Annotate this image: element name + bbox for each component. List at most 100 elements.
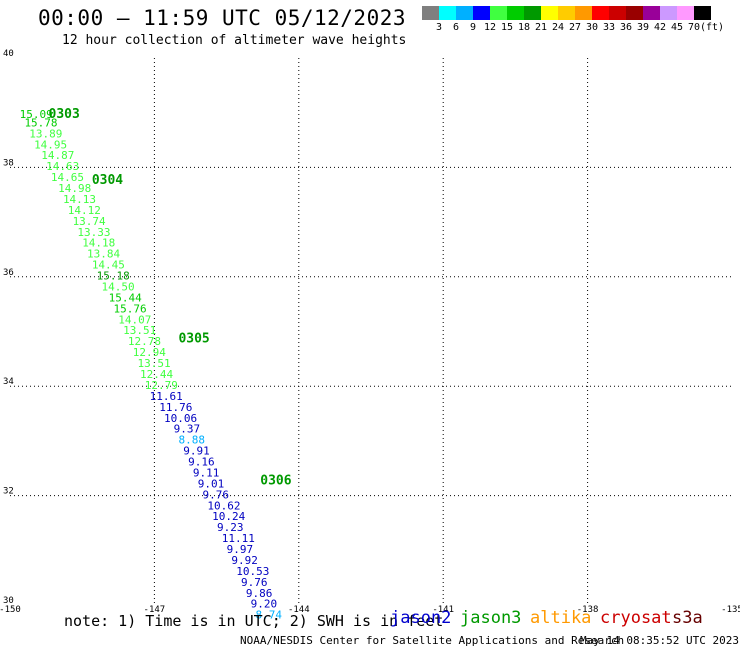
- y-tick-label: 32: [3, 487, 14, 497]
- color-swatch: [524, 6, 541, 20]
- wave-height-value: 10.53: [236, 565, 269, 578]
- wave-height-value: 8.88: [178, 434, 205, 447]
- color-scale-label: 21: [534, 22, 548, 33]
- wave-height-value: 14.13: [63, 193, 96, 206]
- color-swatch: [558, 6, 575, 20]
- x-tick-label: -141: [432, 605, 454, 615]
- wave-height-value: 9.01: [198, 477, 225, 490]
- wave-height-value: 10.06: [164, 412, 197, 425]
- time-label: 0303: [49, 107, 80, 122]
- color-swatch: [456, 6, 473, 20]
- color-swatch: [439, 6, 456, 20]
- color-swatch: [592, 6, 609, 20]
- wave-height-value: 8.74: [255, 609, 282, 622]
- color-scale-label: 15: [500, 22, 514, 33]
- wave-height-value: 12.44: [140, 368, 173, 381]
- wave-height-value: 15.09: [20, 108, 53, 121]
- x-tick-label: -138: [577, 605, 599, 615]
- wave-height-value: 9.11: [193, 466, 220, 479]
- satellite-legend-item: jason2: [390, 608, 452, 628]
- x-tick-label: -135: [721, 605, 740, 615]
- y-tick-label: 34: [3, 377, 14, 387]
- wave-height-value: 10.24: [212, 510, 245, 523]
- wave-height-value: 9.20: [251, 598, 278, 611]
- y-tick-label: 40: [3, 49, 14, 59]
- wave-height-value: 13.33: [77, 226, 110, 239]
- wave-height-value: 14.87: [41, 149, 74, 162]
- color-scale-label: 70: [687, 22, 701, 33]
- wave-height-value: 14.45: [92, 259, 125, 272]
- satellite-legend-item: jason3: [460, 608, 522, 628]
- color-scale-bar: [422, 6, 711, 20]
- time-label: 0306: [260, 474, 291, 489]
- wave-height-value: 14.18: [82, 237, 115, 250]
- wave-height-value: 15.18: [97, 270, 130, 283]
- wave-height-value: 9.91: [183, 445, 210, 458]
- wave-height-value: 15.78: [24, 116, 57, 129]
- color-swatch: [575, 6, 592, 20]
- color-scale-label: 33: [602, 22, 616, 33]
- wave-height-value: 14.50: [101, 280, 134, 293]
- wave-height-value: 9.76: [241, 576, 267, 589]
- wave-height-value: 13.51: [123, 324, 156, 337]
- time-label: 0305: [178, 331, 209, 346]
- wave-height-value: 9.23: [217, 521, 244, 534]
- color-scale-label: 24: [551, 22, 565, 33]
- color-swatch: [694, 6, 711, 20]
- color-scale-label: 12: [483, 22, 497, 33]
- wave-height-value: 15.76: [113, 302, 146, 315]
- wave-height-value: 14.95: [34, 138, 67, 151]
- x-tick-label: -150: [0, 605, 21, 615]
- wave-height-value: 11.11: [222, 532, 255, 545]
- wave-height-value: 14.65: [51, 171, 84, 184]
- x-tick-label: -147: [144, 605, 166, 615]
- wave-height-value: 14.98: [58, 182, 91, 195]
- y-tick-label: 38: [3, 158, 14, 168]
- wave-height-value: 10.62: [207, 499, 240, 512]
- wave-height-value: 13.74: [73, 215, 106, 228]
- footer-credit: NOAA/NESDIS Center for Satellite Applica…: [240, 634, 625, 647]
- x-tick-label: -144: [288, 605, 310, 615]
- wave-height-value: 9.86: [246, 587, 273, 600]
- satellite-legend-item: s3a: [672, 608, 703, 628]
- color-scale-label: 42: [653, 22, 667, 33]
- wave-height-value: 13.84: [87, 248, 120, 261]
- wave-height-value: 9.97: [227, 543, 254, 556]
- page-title: 00:00 – 11:59 UTC 05/12/2023: [38, 6, 407, 30]
- wave-height-value: 12.94: [133, 346, 166, 359]
- wave-height-value: 15.44: [109, 291, 142, 304]
- y-tick-label: 36: [3, 268, 14, 278]
- wave-height-value: 13.89: [29, 127, 62, 140]
- footer-timestamp: May 14 08:35:52 UTC 2023: [580, 634, 739, 647]
- color-swatch: [490, 6, 507, 20]
- satellite-legend-item: cryosat: [600, 608, 672, 628]
- color-swatch: [541, 6, 558, 20]
- color-swatch: [626, 6, 643, 20]
- wave-height-value: 11.61: [150, 390, 183, 403]
- wave-height-value: 14.07: [118, 313, 151, 326]
- color-swatch: [660, 6, 677, 20]
- color-scale-label: 3: [435, 22, 443, 33]
- color-scale-label: 18: [517, 22, 531, 33]
- color-swatch: [422, 6, 439, 20]
- color-scale-label: 36: [619, 22, 633, 33]
- color-swatch: [473, 6, 490, 20]
- color-scale-unit: (ft): [700, 22, 725, 33]
- color-scale-label: 45: [670, 22, 684, 33]
- color-scale-label: 9: [469, 22, 477, 33]
- time-label: 0304: [92, 173, 123, 188]
- color-scale-label: 6: [452, 22, 460, 33]
- wave-height-value: 12.78: [128, 335, 161, 348]
- y-tick-label: 30: [3, 596, 14, 606]
- page-subtitle: 12 hour collection of altimeter wave hei…: [62, 33, 407, 48]
- wave-height-value: 9.92: [231, 554, 258, 567]
- color-swatch: [643, 6, 660, 20]
- satellite-legend-item: altika: [530, 608, 592, 628]
- wave-height-value: 9.16: [188, 456, 215, 469]
- wave-height-value: 14.63: [46, 160, 79, 173]
- wave-height-value: 12.79: [145, 379, 178, 392]
- wave-height-value: 11.76: [159, 401, 192, 414]
- color-swatch: [677, 6, 694, 20]
- wave-height-value: 9.76: [203, 488, 230, 501]
- color-swatch: [507, 6, 524, 20]
